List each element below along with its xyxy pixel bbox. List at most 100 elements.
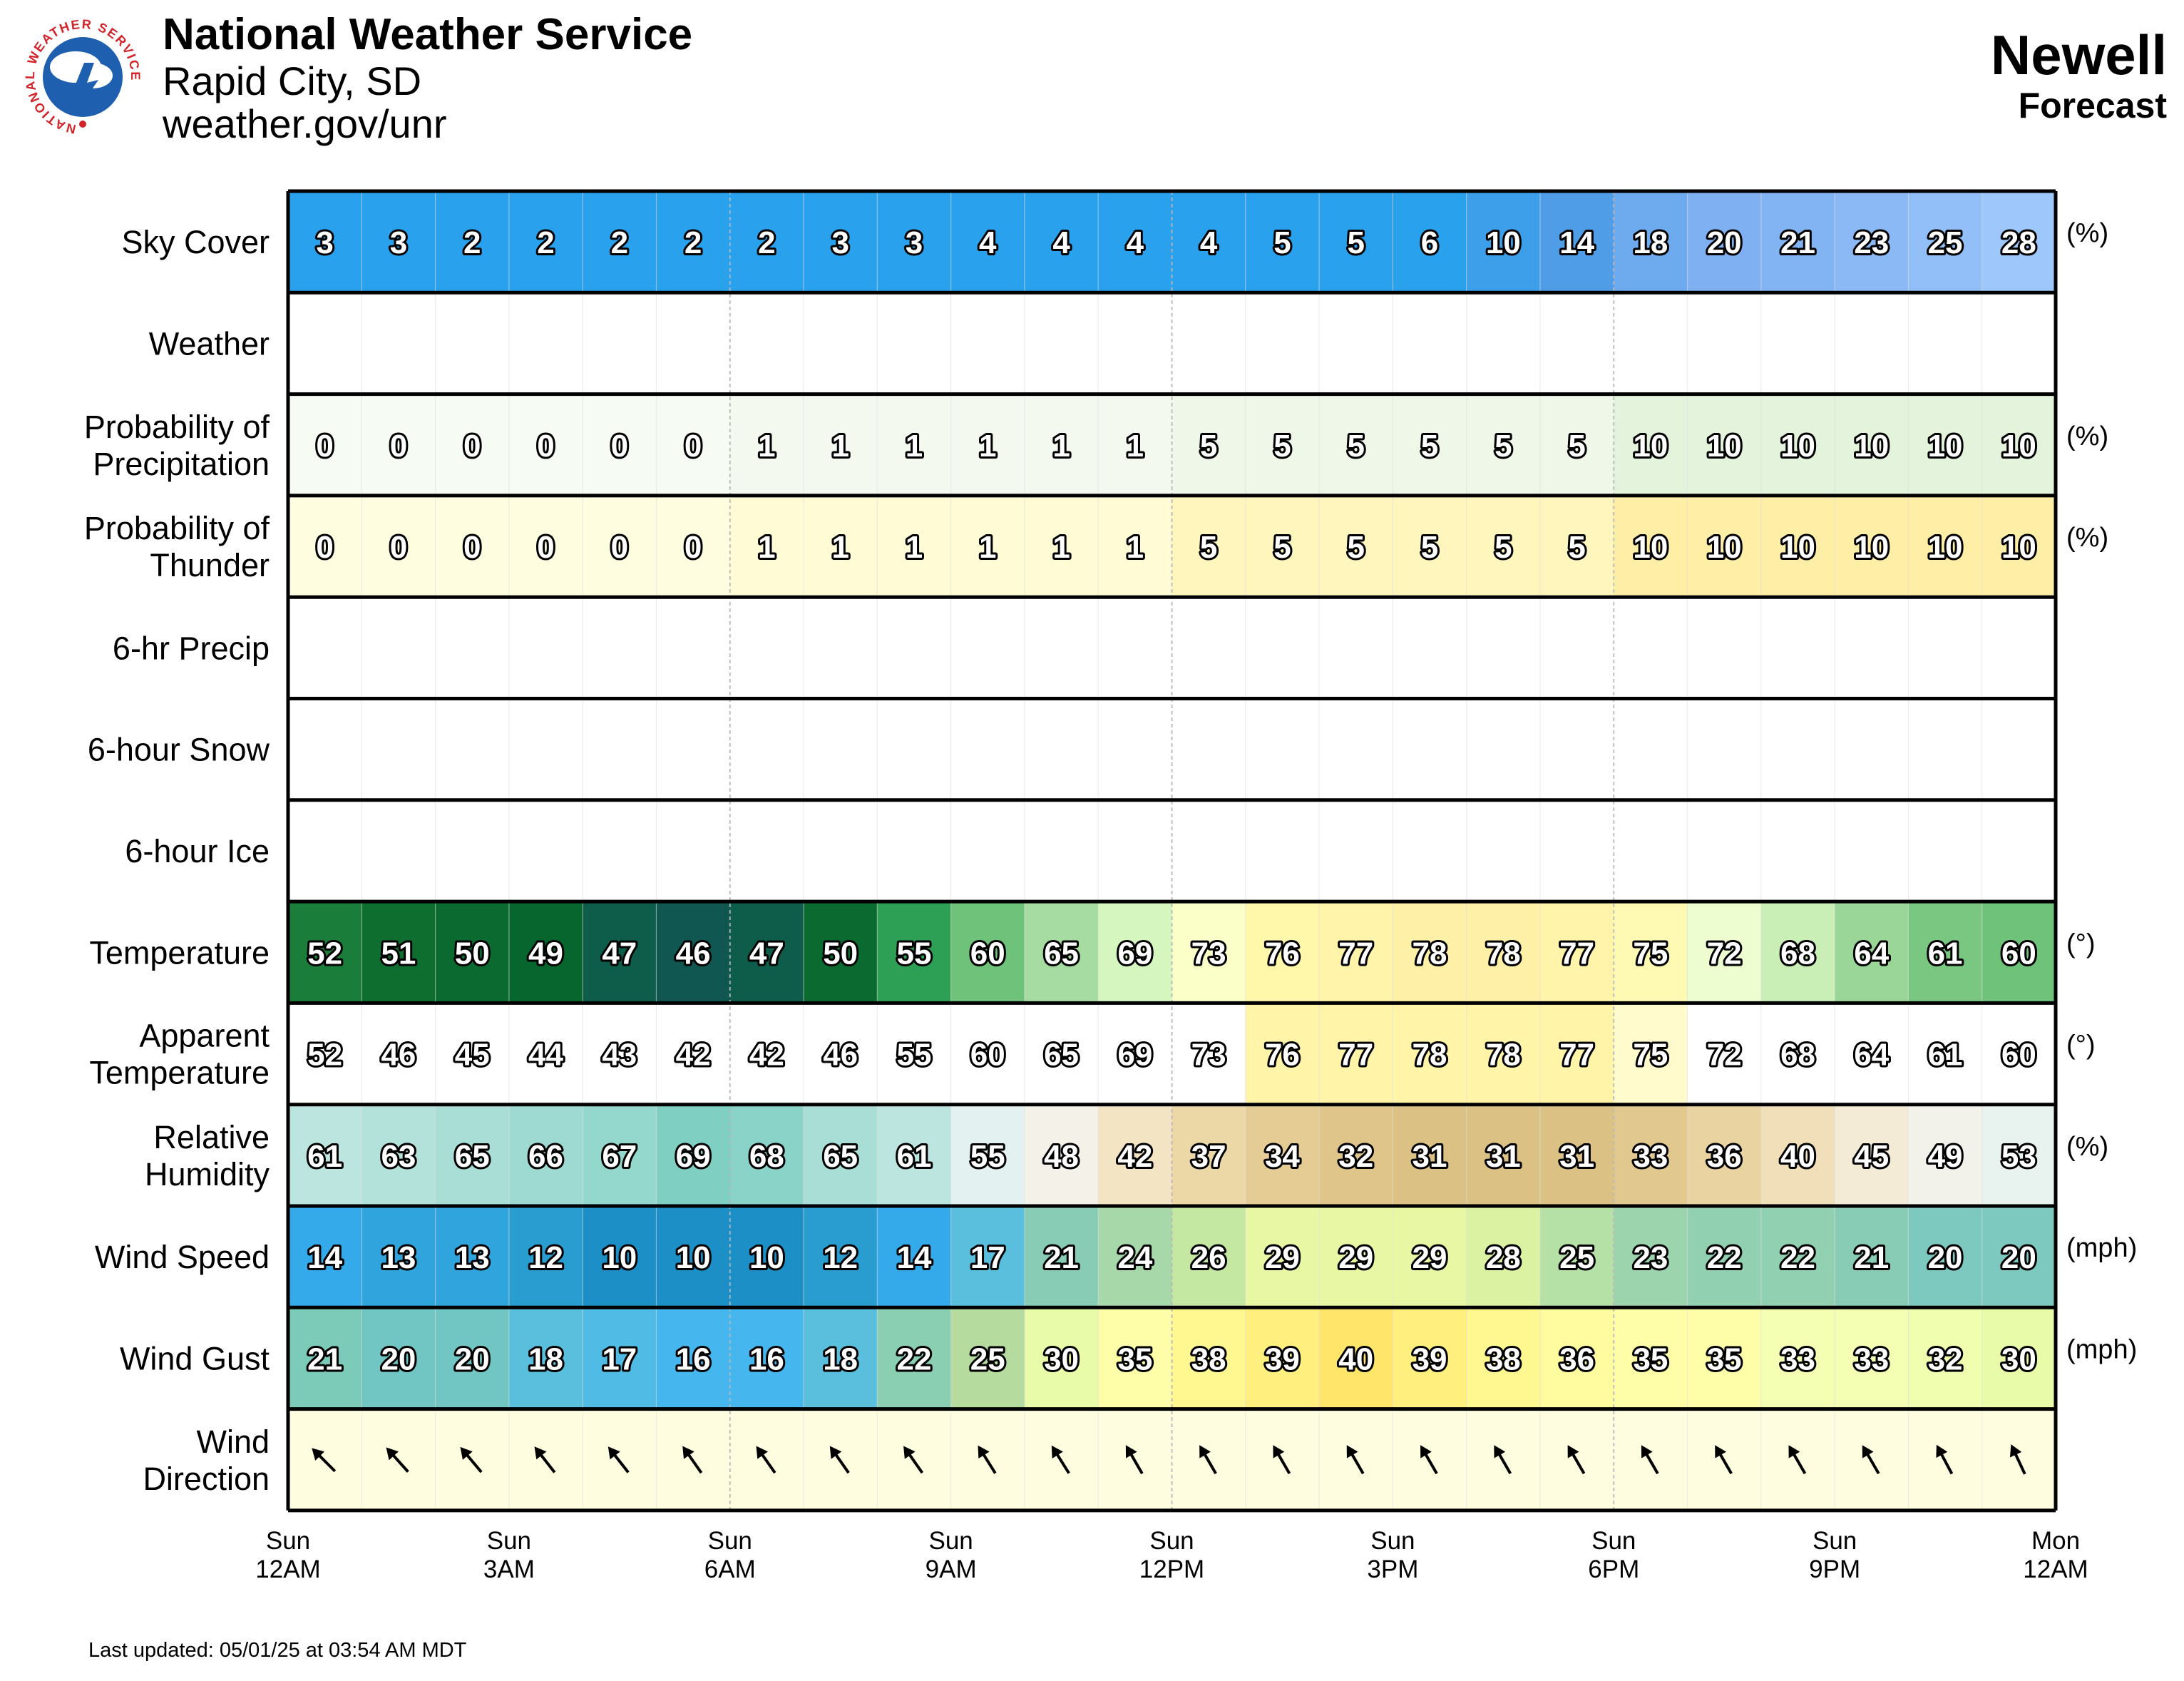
value-apparent: 76	[1265, 1038, 1300, 1073]
cell-wgust	[1835, 1307, 1909, 1409]
cell-precip6	[583, 597, 657, 699]
value-wspd: 24	[1117, 1240, 1152, 1275]
cell-rh	[1245, 1104, 1320, 1206]
cell-weather	[1319, 292, 1393, 394]
cell-sky	[1393, 191, 1467, 293]
value-thunder: 1	[1127, 530, 1144, 565]
cell-weather	[656, 292, 731, 394]
cell-pop	[1098, 394, 1173, 496]
cell-precip6	[1835, 597, 1909, 699]
cell-weather	[950, 292, 1025, 394]
cell-sky	[1466, 191, 1541, 293]
cell-ice6	[1466, 799, 1541, 902]
value-thunder: 1	[979, 530, 996, 565]
value-wgust: 21	[307, 1342, 342, 1376]
cell-apparent	[1393, 1003, 1467, 1105]
cell-wspd	[1687, 1206, 1762, 1308]
arrow-head	[1936, 1444, 1948, 1458]
cell-ice6	[1245, 799, 1320, 902]
value-rh: 33	[1633, 1139, 1668, 1174]
cell-sky	[1172, 191, 1246, 293]
wind-direction-arrow	[1641, 1445, 1659, 1475]
cell-thunder	[1614, 495, 1688, 598]
cell-apparent	[1539, 1003, 1614, 1105]
tick-day: Sun	[928, 1527, 973, 1555]
cell-wgust	[1614, 1307, 1688, 1409]
wind-direction-arrow	[829, 1446, 850, 1474]
wind-direction-arrow	[1936, 1444, 1954, 1475]
cell-precip6	[1245, 597, 1320, 699]
value-wspd: 13	[381, 1240, 416, 1275]
cell-ice6	[1760, 799, 1835, 902]
x-tick-label: Sun 12PM	[1139, 1527, 1204, 1583]
value-apparent: 60	[2001, 1038, 2036, 1073]
arrow-shaft	[2013, 1451, 2026, 1475]
cell-pop	[1393, 394, 1467, 496]
arrow-head	[2009, 1444, 2022, 1458]
cell-snow6	[1466, 698, 1541, 800]
cell-sky	[583, 191, 657, 293]
cell-apparent	[1319, 1003, 1393, 1105]
value-thunder: 5	[1568, 530, 1585, 565]
cell-sky	[729, 191, 804, 293]
value-thunder: 1	[831, 530, 849, 565]
value-rh: 37	[1191, 1139, 1226, 1174]
cell-temp	[1393, 901, 1467, 1003]
value-thunder: 0	[537, 530, 554, 565]
cell-thunder	[1245, 495, 1320, 598]
value-wgust: 36	[1559, 1342, 1594, 1376]
cell-ice6	[1614, 799, 1688, 902]
value-sky: 3	[906, 225, 923, 260]
value-temp: 46	[676, 936, 711, 971]
wind-direction-arrow	[386, 1447, 409, 1473]
cell-wspd	[1319, 1206, 1393, 1308]
cell-sky	[1835, 191, 1909, 293]
cell-ice6	[1393, 799, 1467, 902]
cell-weather	[435, 292, 510, 394]
row-unit-temp: (°)	[2066, 929, 2096, 959]
cell-rh	[435, 1104, 510, 1206]
value-sky: 5	[1273, 225, 1291, 260]
cell-thunder	[1393, 495, 1467, 598]
cell-pop	[1835, 394, 1909, 496]
cell-weather	[1687, 292, 1762, 394]
cell-wgust	[656, 1307, 731, 1409]
cell-temp	[729, 901, 804, 1003]
value-pop: 1	[979, 429, 996, 464]
cell-apparent	[1908, 1003, 1983, 1105]
wind-direction-arrow	[1125, 1445, 1144, 1475]
cell-rh	[1835, 1104, 1909, 1206]
value-rh: 42	[1117, 1139, 1152, 1174]
cell-thunder	[656, 495, 731, 598]
cell-sky	[877, 191, 952, 293]
value-wspd: 20	[1928, 1240, 1963, 1275]
row-unit-apparent: (°)	[2066, 1031, 2096, 1061]
cell-thunder	[950, 495, 1025, 598]
row-unit-wspd: (mph)	[2066, 1233, 2137, 1263]
cell-snow6	[1024, 698, 1099, 800]
value-sky: 3	[831, 225, 849, 260]
value-rh: 45	[1854, 1139, 1889, 1174]
cell-wgust	[1024, 1307, 1099, 1409]
value-pop: 10	[1928, 429, 1963, 464]
row-label-line: Humidity	[145, 1156, 270, 1192]
value-pop: 0	[611, 429, 628, 464]
value-apparent: 46	[823, 1038, 858, 1073]
value-sky: 10	[1486, 225, 1521, 260]
arrow-head	[1494, 1445, 1506, 1458]
cell-snow6	[508, 698, 583, 800]
value-apparent: 64	[1854, 1038, 1889, 1073]
value-apparent: 68	[1780, 1038, 1815, 1073]
cell-pop	[1614, 394, 1688, 496]
value-thunder: 5	[1421, 530, 1438, 565]
row-label-line: Apparent	[139, 1018, 270, 1054]
value-wspd: 21	[1854, 1240, 1889, 1275]
cell-thunder	[1172, 495, 1246, 598]
value-wgust: 33	[1854, 1342, 1889, 1376]
row-label-line: Temperature	[89, 1055, 270, 1091]
x-tick-label: Sun 6PM	[1588, 1527, 1639, 1583]
value-thunder: 10	[1707, 530, 1742, 565]
x-tick-label: Sun 6AM	[704, 1527, 756, 1583]
value-wgust: 30	[2001, 1342, 2036, 1376]
office-url[interactable]: weather.gov/unr	[163, 101, 447, 146]
